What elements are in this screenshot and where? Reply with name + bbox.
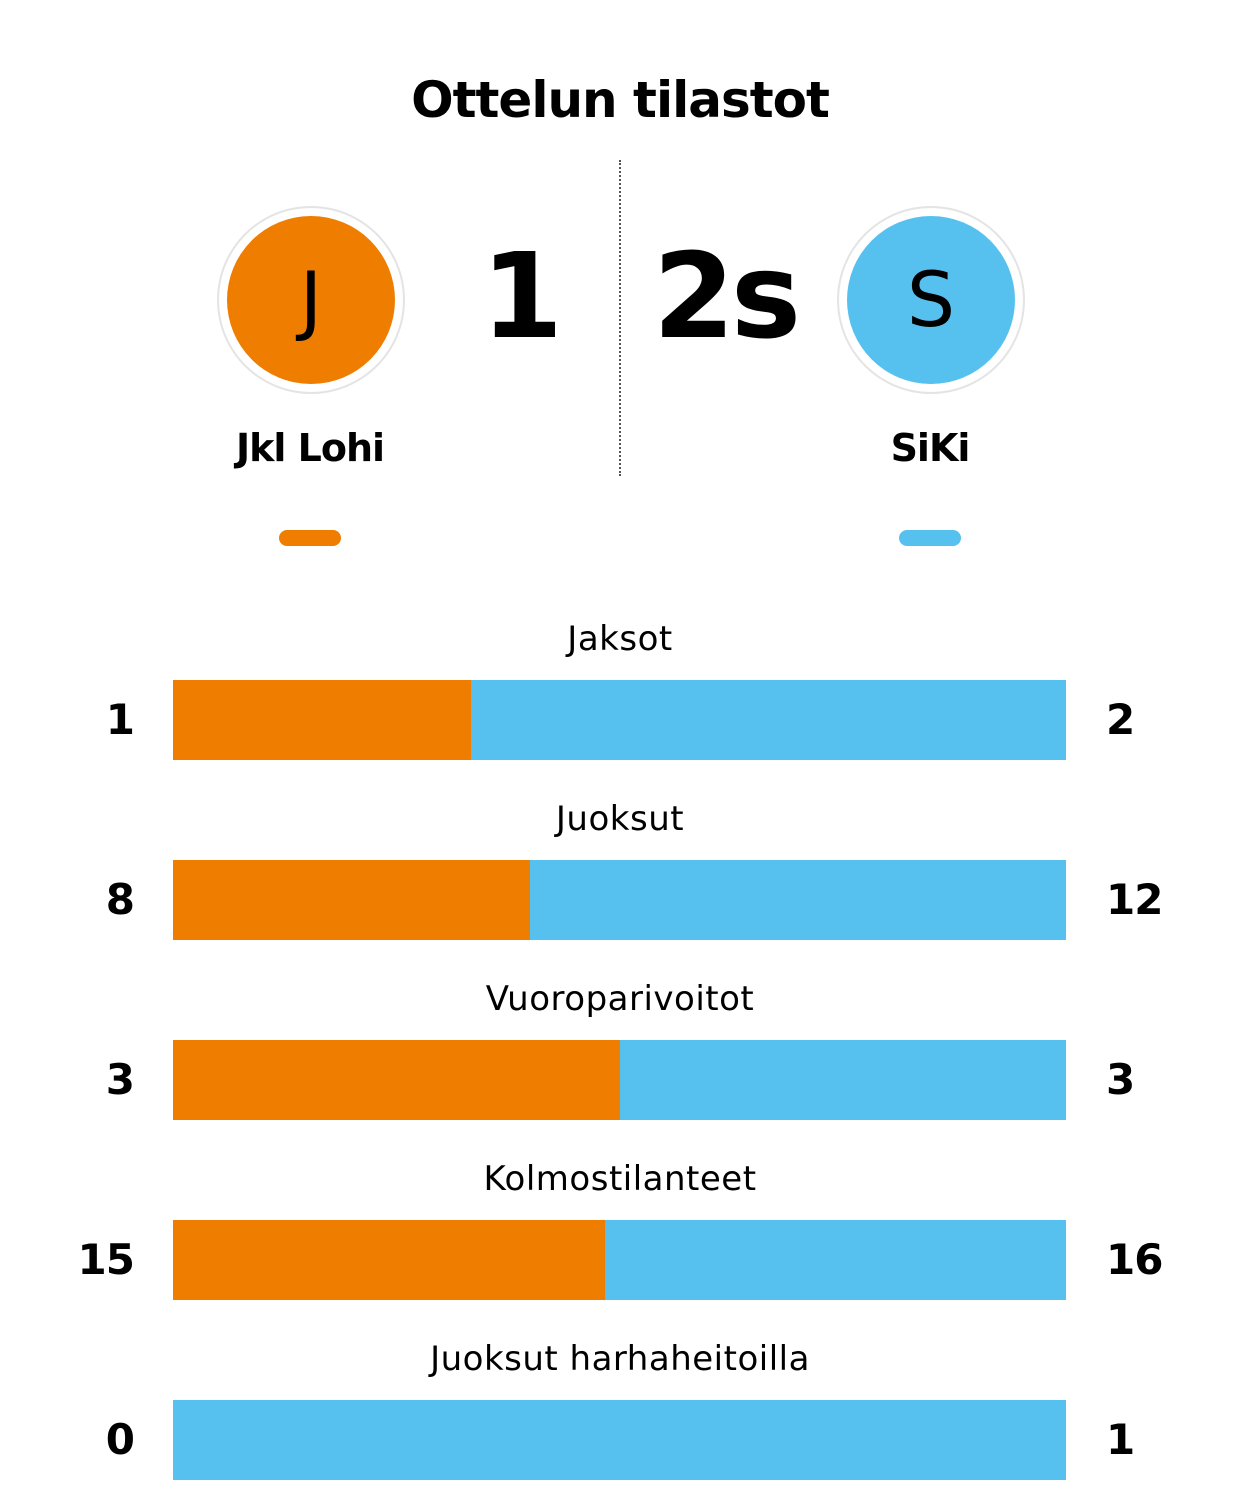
stat-bar [173, 860, 1066, 940]
page-title: Ottelun tilastot [411, 71, 830, 129]
away-stat-value: 2 [1106, 695, 1135, 744]
home-bar-segment [173, 860, 530, 940]
away-stat-value: 12 [1106, 875, 1163, 924]
home-bar-segment [173, 1040, 620, 1120]
stat-label: Vuoroparivoitot [485, 979, 755, 1019]
away-team-logo-letter: S [847, 216, 1015, 384]
away-team-logo: S [839, 208, 1023, 392]
away-bar-segment [471, 680, 1066, 760]
stat-label: Juoksut [555, 799, 685, 839]
away-team-color-swatch [899, 530, 961, 546]
away-stat-value: 1 [1106, 1415, 1135, 1464]
home-team-name: Jkl Lohi [235, 426, 385, 470]
away-bar-segment [173, 1400, 1066, 1480]
stat-bar [173, 680, 1066, 760]
home-stat-value: 1 [105, 695, 135, 744]
stat-label: Juoksut harhaheitoilla [430, 1339, 810, 1379]
stat-label: Jaksot [567, 619, 673, 659]
home-stat-value: 3 [105, 1055, 135, 1104]
home-stat-value: 15 [77, 1235, 135, 1284]
home-team-logo: J [219, 208, 403, 392]
home-bar-segment [173, 1220, 605, 1300]
home-bar-segment [173, 680, 471, 760]
home-stat-value: 8 [105, 875, 135, 924]
away-bar-segment [530, 860, 1066, 940]
away-stat-value: 3 [1106, 1055, 1135, 1104]
away-bar-segment [620, 1040, 1066, 1120]
stat-bar [173, 1040, 1066, 1120]
away-stat-value: 16 [1106, 1235, 1163, 1284]
away-score: 2s [652, 227, 801, 365]
away-bar-segment [605, 1220, 1066, 1300]
stat-label: Kolmostilanteet [483, 1159, 757, 1199]
stat-bar [173, 1220, 1066, 1300]
center-divider [619, 160, 621, 476]
home-stat-value: 0 [105, 1415, 135, 1464]
away-team-name: SiKi [890, 426, 971, 470]
stat-bar [173, 1400, 1066, 1480]
home-team-color-swatch [279, 530, 341, 546]
home-team-logo-letter: J [227, 216, 395, 384]
home-score: 1 [480, 227, 563, 365]
